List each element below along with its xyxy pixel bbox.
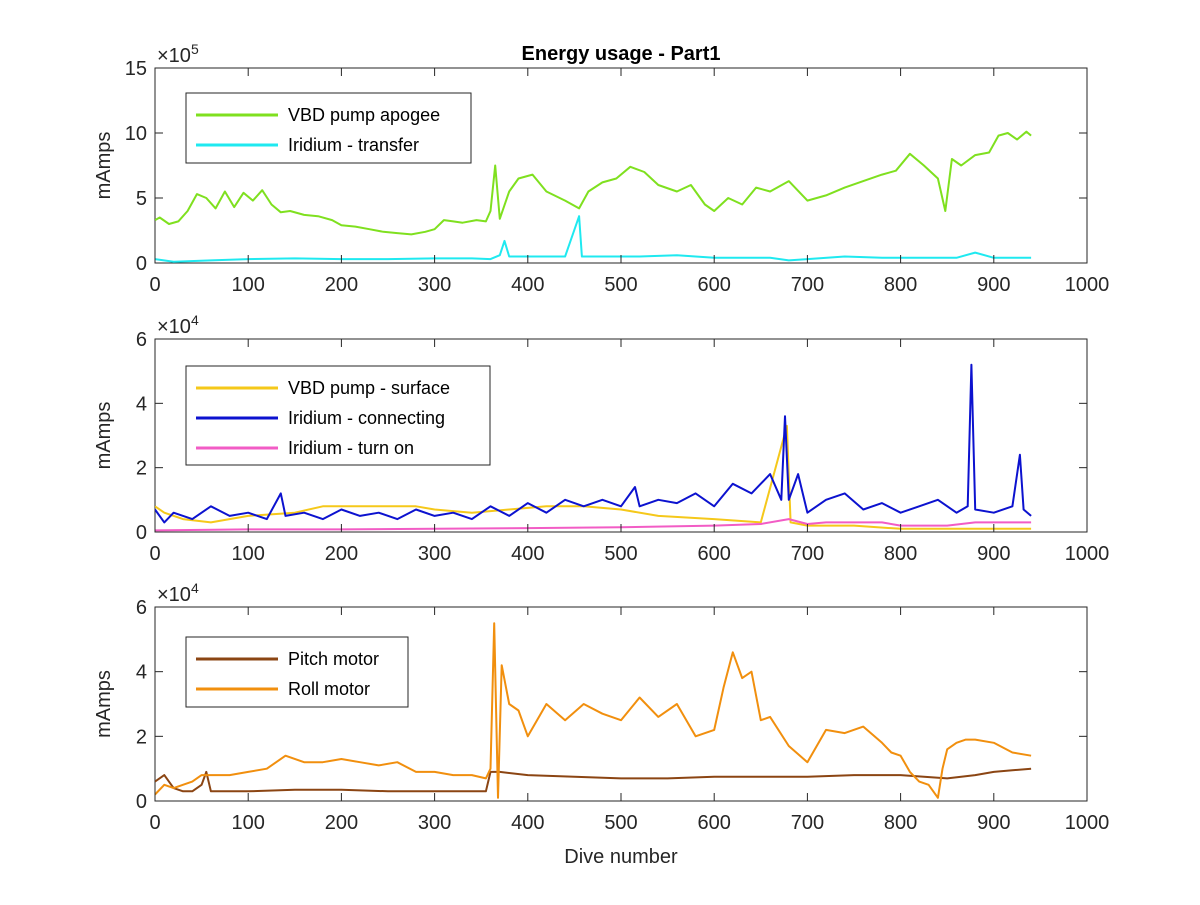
x-tick-label: 200 xyxy=(325,543,358,565)
x-tick-label: 600 xyxy=(698,812,731,834)
legend-box xyxy=(185,92,472,164)
x-tick-label: 100 xyxy=(232,274,265,296)
x-tick-label: 0 xyxy=(149,543,160,565)
x-tick-label: 100 xyxy=(232,812,265,834)
y-axis-label: mAmps xyxy=(93,132,115,200)
y-tick-label: 0 xyxy=(136,253,147,275)
series-line-roll-motor xyxy=(155,622,1032,799)
series-line-vbd-pump-surface xyxy=(155,424,1032,530)
y-exponent-label: ×104 xyxy=(157,580,199,606)
y-exponent-label: ×104 xyxy=(157,312,199,338)
subplot-3: 0 100 200 300 400 500 600 700 800 900 1000 0 2 4 6 ×104… xyxy=(93,580,1109,868)
y-tick-label: 6 xyxy=(136,597,147,619)
y-tick-label: 4 xyxy=(136,393,147,415)
y-axis-label: mAmps xyxy=(93,670,115,738)
legend-entry: Iridium - connecting xyxy=(288,408,445,428)
y-tick-label: 6 xyxy=(136,329,147,351)
x-tick-label: 400 xyxy=(511,543,544,565)
x-tick-label: 1000 xyxy=(1065,812,1110,834)
x-tick-label: 900 xyxy=(977,543,1010,565)
y-exponent-label: ×105 xyxy=(157,41,199,67)
legend-entry: VBD pump apogee xyxy=(288,105,440,125)
x-tick-label: 800 xyxy=(884,543,917,565)
y-tick-label: 4 xyxy=(136,662,147,684)
legend-entry: Iridium - transfer xyxy=(288,135,419,155)
y-tick-label: 0 xyxy=(136,522,147,544)
y-tick-label: 2 xyxy=(136,726,147,748)
y-tick-label: 10 xyxy=(125,123,147,145)
x-tick-label: 500 xyxy=(604,274,637,296)
x-tick-label: 600 xyxy=(698,543,731,565)
x-tick-label: 400 xyxy=(511,812,544,834)
x-tick-label: 1000 xyxy=(1065,274,1110,296)
x-tick-label: 100 xyxy=(232,543,265,565)
x-tick-label: 300 xyxy=(418,812,451,834)
x-tick-label: 600 xyxy=(698,274,731,296)
x-tick-label: 300 xyxy=(418,543,451,565)
x-tick-label: 200 xyxy=(325,274,358,296)
x-tick-label: 500 xyxy=(604,812,637,834)
x-tick-label: 200 xyxy=(325,812,358,834)
x-tick-label: 0 xyxy=(149,812,160,834)
x-tick-label: 900 xyxy=(977,274,1010,296)
legend-entry: Iridium - turn on xyxy=(288,438,414,458)
series-line-vbd-pump-apogee xyxy=(155,130,1032,236)
x-tick-label: 1000 xyxy=(1065,543,1110,565)
legend-box xyxy=(185,636,409,708)
x-tick-label: 500 xyxy=(604,543,637,565)
series-line-iridium-turn-on xyxy=(155,518,1032,532)
legend-entry: Pitch motor xyxy=(288,649,379,669)
legend: VBD pump - surface Iridium - connecting Ir… xyxy=(185,365,491,466)
legend: VBD pump apogee Iridium - transfer xyxy=(185,92,472,164)
chart-title: Energy usage - Part1 xyxy=(522,43,721,65)
x-tick-label: 700 xyxy=(791,812,824,834)
x-tick-label: 800 xyxy=(884,812,917,834)
legend-entry: VBD pump - surface xyxy=(288,378,450,398)
x-tick-label: 900 xyxy=(977,812,1010,834)
legend: Pitch motor Roll motor xyxy=(185,636,409,708)
series-line-pitch-motor xyxy=(155,767,1032,793)
y-axis-label: mAmps xyxy=(93,402,115,470)
x-tick-label: 800 xyxy=(884,274,917,296)
x-tick-label: 0 xyxy=(149,274,160,296)
legend-entry: Roll motor xyxy=(288,679,370,699)
series-line-iridium-connecting xyxy=(155,363,1032,524)
subplot-1: 0 100 200 300 400 500 600 700 800 900 1000 0 5 10 15 ×1… xyxy=(93,41,1109,296)
subplot-2: 0 100 200 300 400 500 600 700 800 900 1000 0 2 4 6 ×104… xyxy=(93,312,1109,565)
x-tick-label: 700 xyxy=(791,543,824,565)
x-axis-label: Dive number xyxy=(564,846,678,868)
y-tick-label: 15 xyxy=(125,58,147,80)
y-tick-label: 2 xyxy=(136,458,147,480)
x-tick-label: 700 xyxy=(791,274,824,296)
y-tick-label: 0 xyxy=(136,791,147,813)
series-line-iridium-transfer xyxy=(155,215,1032,263)
x-tick-label: 400 xyxy=(511,274,544,296)
x-tick-label: 300 xyxy=(418,274,451,296)
y-tick-label: 5 xyxy=(136,188,147,210)
